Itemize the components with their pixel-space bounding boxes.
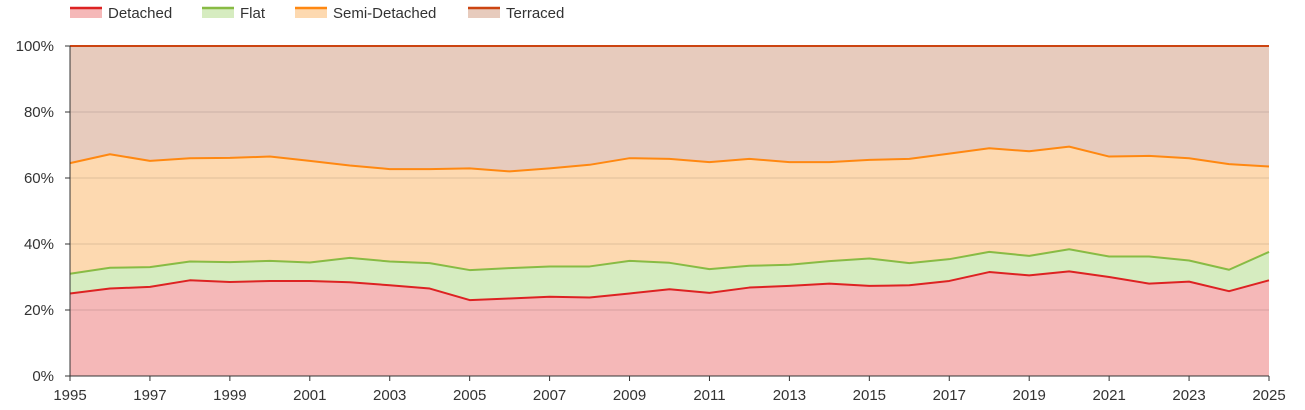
line-detached <box>69 270 1270 302</box>
legend-swatch <box>70 7 102 18</box>
y-tick-label: 0% <box>32 368 54 385</box>
x-tick-label: 2019 <box>1013 387 1046 404</box>
legend-swatch <box>202 7 234 18</box>
legend-item-semi-detached: Semi-Detached <box>295 5 436 22</box>
area-layer <box>70 46 1269 376</box>
x-tick-label: 1999 <box>213 387 246 404</box>
legend-label: Detached <box>108 5 172 22</box>
x-tick-label: 2013 <box>773 387 806 404</box>
area-flat <box>70 249 1269 301</box>
legend-item-terraced: Terraced <box>468 5 564 22</box>
y-tick-label: 60% <box>24 170 54 187</box>
x-tick-label: 1995 <box>53 387 86 404</box>
legend-swatch <box>295 7 327 18</box>
legend-swatch <box>468 7 500 18</box>
line-layer <box>69 45 1270 302</box>
y-tick-label: 100% <box>16 38 54 55</box>
y-tick-label: 80% <box>24 104 54 121</box>
x-tick-label: 2005 <box>453 387 486 404</box>
x-tick-label: 2007 <box>533 387 566 404</box>
legend: Detached Flat Semi-Detached Terraced <box>70 5 564 22</box>
line-flat <box>69 248 1270 275</box>
y-tick-label: 20% <box>24 302 54 319</box>
x-tick-label: 2015 <box>853 387 886 404</box>
x-tick-label: 2017 <box>933 387 966 404</box>
legend-item-flat: Flat <box>202 5 266 22</box>
x-tick-label: 2025 <box>1252 387 1285 404</box>
y-tick-label: 40% <box>24 236 54 253</box>
x-tick-label: 2021 <box>1092 387 1125 404</box>
x-tick-label: 2009 <box>613 387 646 404</box>
area-terraced <box>70 46 1269 172</box>
x-tick-label: 2003 <box>373 387 406 404</box>
x-tick-label: 1997 <box>133 387 166 404</box>
legend-label: Semi-Detached <box>333 5 436 22</box>
axes-layer: 0% 20% 40% 60% 80% 100% 1995 1997 1999 2001 2003 20… <box>16 38 1286 404</box>
area-detached <box>70 271 1269 376</box>
area-semi-detached <box>70 146 1269 274</box>
line-semi-detached <box>69 145 1270 173</box>
x-tick-label: 2001 <box>293 387 326 404</box>
x-tick-label: 2011 <box>693 387 725 404</box>
x-tick-label: 2023 <box>1172 387 1205 404</box>
legend-label: Terraced <box>506 5 564 22</box>
legend-label: Flat <box>240 5 266 22</box>
legend-item-detached: Detached <box>70 5 172 22</box>
